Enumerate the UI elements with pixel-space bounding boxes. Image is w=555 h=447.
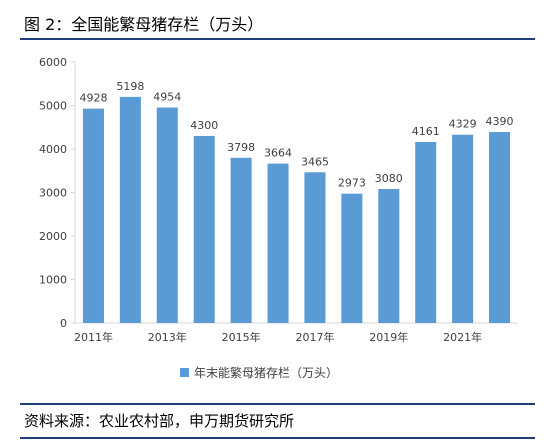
title-bar: 图 2：全国能繁母猪存栏（万头） <box>20 8 535 40</box>
data-label: 4329 <box>449 118 477 131</box>
y-tick-label: 3000 <box>39 187 67 200</box>
y-tick-label: 5000 <box>39 100 67 113</box>
data-label: 4300 <box>190 119 218 132</box>
legend-label: 年末能繁母猪存栏（万头） <box>194 365 338 380</box>
bar <box>193 135 215 323</box>
bar <box>156 107 178 323</box>
bar <box>415 141 437 323</box>
x-tick-label: 2013年 <box>148 330 187 344</box>
bar <box>452 134 474 323</box>
bar <box>119 96 141 324</box>
y-tick-label: 6000 <box>39 56 67 69</box>
source-bar: 资料来源：农业农村部，申万期货研究所 <box>20 403 535 439</box>
data-label: 2973 <box>338 177 366 190</box>
data-label: 3664 <box>264 147 292 160</box>
legend-swatch <box>180 368 189 377</box>
bar <box>341 193 363 323</box>
bar <box>378 189 400 323</box>
y-tick-label: 0 <box>60 317 67 330</box>
x-tick-label: 2019年 <box>369 330 408 344</box>
x-tick-label: 2011年 <box>74 330 113 344</box>
x-tick-label: 2021年 <box>443 330 482 344</box>
data-label: 4161 <box>412 125 440 138</box>
bar <box>267 163 289 323</box>
bar <box>230 157 252 323</box>
data-label: 4928 <box>79 92 107 105</box>
y-tick-label: 4000 <box>39 143 67 156</box>
bar <box>82 108 104 323</box>
source-note: 资料来源：农业农村部，申万期货研究所 <box>24 412 295 430</box>
bar-chart: 0 1000 2000 3000 4000 5000 6000 4928 2011年 5198 49… <box>39 56 518 380</box>
y-tick-label: 2000 <box>39 230 67 243</box>
bar <box>304 172 326 323</box>
data-label: 3465 <box>301 155 329 168</box>
y-tick-label: 1000 <box>39 274 67 287</box>
data-label: 5198 <box>116 80 144 93</box>
data-label: 3798 <box>227 141 255 154</box>
data-label: 3080 <box>375 172 403 185</box>
x-tick-label: 2015年 <box>222 330 261 344</box>
x-tick-label: 2017年 <box>295 330 334 344</box>
chart-area: 0 1000 2000 3000 4000 5000 6000 4928 2011年 5198 49… <box>20 42 535 402</box>
data-label: 4390 <box>486 115 514 128</box>
bar <box>489 132 511 323</box>
chart-title: 图 2：全国能繁母猪存栏（万头） <box>24 15 264 34</box>
data-label: 4954 <box>153 91 181 104</box>
